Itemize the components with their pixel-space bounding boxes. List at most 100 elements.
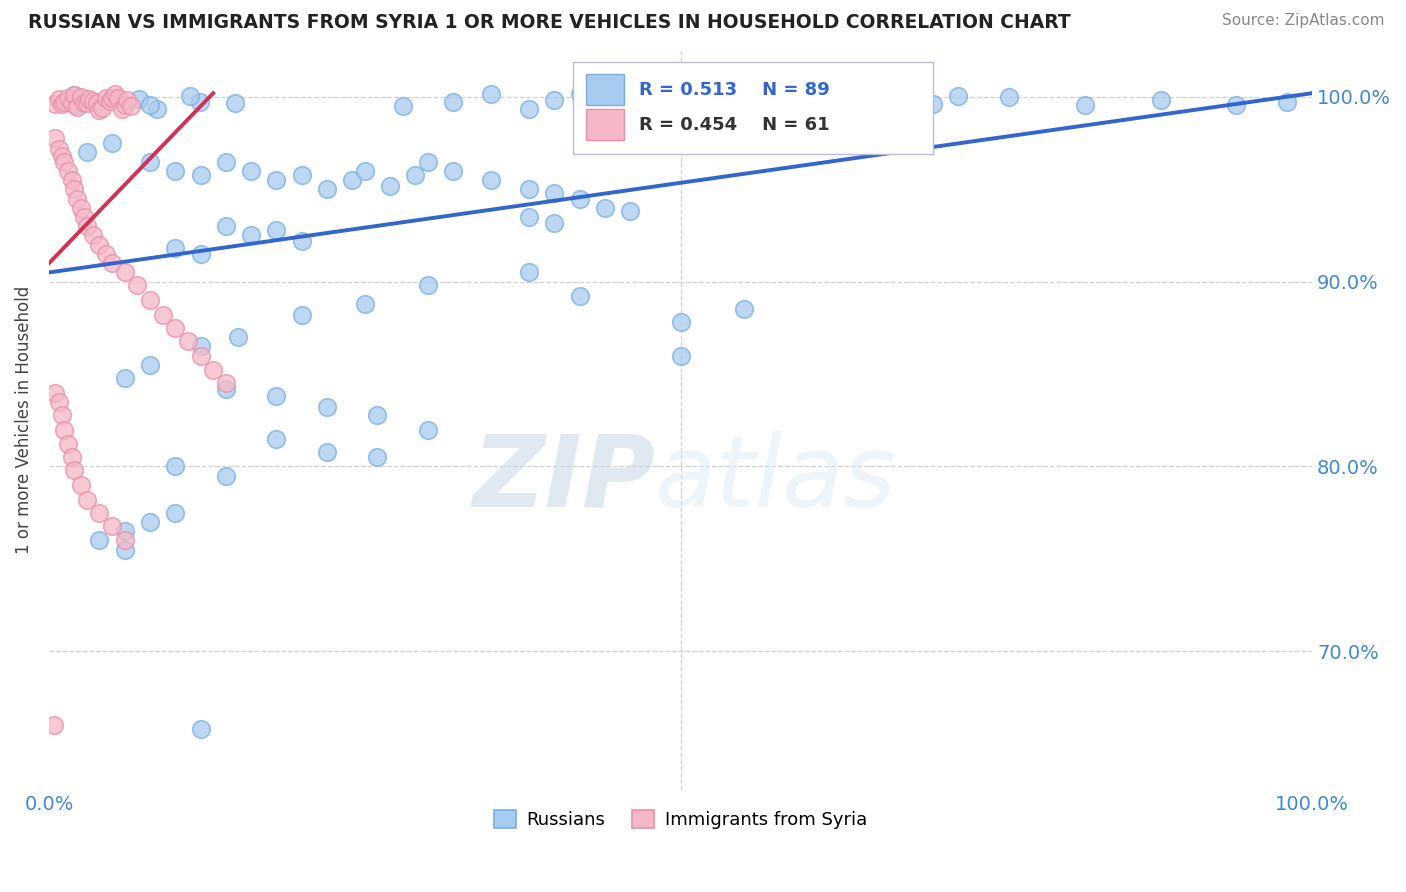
Point xyxy=(291,234,314,248)
Point xyxy=(76,492,98,507)
Point xyxy=(416,154,439,169)
Point xyxy=(63,98,86,112)
Point xyxy=(391,99,413,113)
Point xyxy=(89,103,111,117)
Point xyxy=(315,182,337,196)
Point xyxy=(152,308,174,322)
Point xyxy=(63,87,86,102)
Legend: Russians, Immigrants from Syria: Russians, Immigrants from Syria xyxy=(486,803,875,837)
Point xyxy=(89,506,111,520)
Point xyxy=(101,518,124,533)
Point xyxy=(165,506,187,520)
Point xyxy=(340,173,363,187)
Point xyxy=(51,149,73,163)
Point xyxy=(922,96,945,111)
Point xyxy=(188,95,211,109)
Point xyxy=(94,91,117,105)
Point xyxy=(353,297,375,311)
Point xyxy=(89,237,111,252)
Point xyxy=(215,376,238,391)
Point xyxy=(215,468,238,483)
Point xyxy=(669,349,692,363)
Point xyxy=(101,91,124,105)
Point xyxy=(53,154,76,169)
Point xyxy=(897,95,920,109)
Text: ZIP: ZIP xyxy=(472,431,655,528)
Point xyxy=(44,385,66,400)
Point xyxy=(266,389,288,403)
Point xyxy=(416,278,439,293)
Point xyxy=(720,90,742,104)
Point xyxy=(266,173,288,187)
Point xyxy=(619,204,641,219)
Point xyxy=(190,247,212,261)
Point xyxy=(593,201,616,215)
Point xyxy=(1149,93,1171,107)
Point xyxy=(82,94,104,108)
Point xyxy=(543,215,565,229)
Point xyxy=(315,444,337,458)
Point xyxy=(56,91,79,105)
Y-axis label: 1 or more Vehicles in Household: 1 or more Vehicles in Household xyxy=(15,286,32,555)
Point xyxy=(165,242,187,256)
Point xyxy=(53,423,76,437)
Point xyxy=(114,265,136,279)
Point xyxy=(60,95,83,110)
Point xyxy=(619,94,641,108)
Point xyxy=(669,315,692,329)
Point xyxy=(517,210,540,224)
Point xyxy=(63,87,86,102)
Text: atlas: atlas xyxy=(655,431,897,528)
Point xyxy=(63,182,86,196)
Point xyxy=(190,722,212,736)
Text: R = 0.513    N = 89: R = 0.513 N = 89 xyxy=(638,81,830,99)
Point xyxy=(73,95,96,110)
Point xyxy=(44,130,66,145)
Point xyxy=(94,247,117,261)
Point xyxy=(215,219,238,234)
Point xyxy=(745,95,768,109)
Point xyxy=(53,95,76,110)
Point xyxy=(215,154,238,169)
Point xyxy=(139,154,162,169)
Point xyxy=(1275,95,1298,110)
Point xyxy=(228,330,250,344)
Point xyxy=(48,92,70,106)
Point xyxy=(114,542,136,557)
Point xyxy=(127,278,149,293)
Point xyxy=(441,163,464,178)
Point xyxy=(948,88,970,103)
Point xyxy=(60,450,83,465)
Point xyxy=(51,96,73,111)
Point xyxy=(733,92,755,106)
Point xyxy=(51,408,73,422)
Point xyxy=(63,463,86,477)
Point xyxy=(796,95,818,109)
Point xyxy=(114,371,136,385)
Point xyxy=(240,228,263,243)
Point xyxy=(139,358,162,372)
Point xyxy=(66,192,89,206)
Point xyxy=(139,515,162,529)
Point xyxy=(120,99,142,113)
Point xyxy=(101,256,124,270)
Point xyxy=(266,432,288,446)
Point xyxy=(48,394,70,409)
Point xyxy=(114,97,136,112)
Point xyxy=(733,302,755,317)
Point xyxy=(107,91,129,105)
Point xyxy=(378,178,401,193)
Point xyxy=(98,94,121,108)
Point xyxy=(202,363,225,377)
Point xyxy=(190,349,212,363)
Point xyxy=(89,533,111,548)
Point xyxy=(66,100,89,114)
Point xyxy=(568,87,591,101)
Point xyxy=(1225,98,1247,112)
Point xyxy=(543,186,565,200)
Point xyxy=(179,89,201,103)
Point xyxy=(48,142,70,156)
Point xyxy=(91,101,114,115)
Point xyxy=(479,173,502,187)
Point xyxy=(821,96,844,111)
